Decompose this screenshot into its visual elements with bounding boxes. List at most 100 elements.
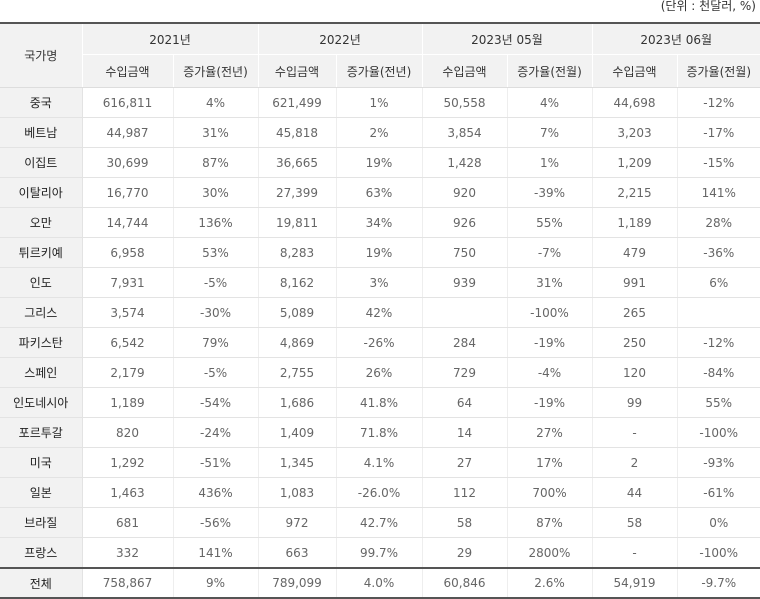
header-metric: 수입금액 (258, 54, 337, 88)
value-cell: 3,574 (82, 297, 174, 328)
value-cell: 265 (592, 297, 678, 328)
country-cell: 이탈리아 (0, 177, 83, 208)
value-cell: 2% (336, 117, 423, 148)
value-cell: 30% (173, 177, 259, 208)
header-period: 2022년 (258, 22, 423, 55)
country-cell: 프랑스 (0, 537, 83, 569)
table-row: 스페인 2,179 -5% 2,755 26% 729 -4% 120 -84% (0, 357, 760, 388)
value-cell: 2.6% (507, 567, 593, 599)
value-cell: 31% (507, 267, 593, 298)
value-cell (677, 297, 760, 328)
table-row: 베트남 44,987 31% 45,818 2% 3,854 7% 3,203 -17% (0, 117, 760, 148)
value-cell: -7% (507, 237, 593, 268)
value-cell: -24% (173, 417, 259, 448)
value-cell: 4,869 (258, 327, 337, 358)
value-cell: 19% (336, 237, 423, 268)
country-cell: 그리스 (0, 297, 83, 328)
value-cell: 55% (677, 387, 760, 418)
value-cell: 284 (422, 327, 508, 358)
value-cell: 14,744 (82, 207, 174, 238)
unit-note: (단위 : 천달러, %) (660, 0, 756, 13)
value-cell: 681 (82, 507, 174, 538)
value-cell: - (592, 417, 678, 448)
value-cell: 55% (507, 207, 593, 238)
value-cell: 26% (336, 357, 423, 388)
value-cell: 4% (173, 87, 259, 118)
country-cell: 미국 (0, 447, 83, 478)
value-cell: 1,189 (82, 387, 174, 418)
value-cell: 120 (592, 357, 678, 388)
value-cell: 141% (173, 537, 259, 569)
table-row: 일본 1,463 436% 1,083 -26.0% 112 700% 44 -61% (0, 477, 760, 508)
country-cell: 전체 (0, 567, 83, 599)
value-cell: -54% (173, 387, 259, 418)
value-cell: 1,083 (258, 477, 337, 508)
value-cell: 14 (422, 417, 508, 448)
value-cell: 28% (677, 207, 760, 238)
value-cell: 789,099 (258, 567, 337, 599)
country-cell: 일본 (0, 477, 83, 508)
value-cell: -4% (507, 357, 593, 388)
value-cell: 7,931 (82, 267, 174, 298)
country-cell: 브라질 (0, 507, 83, 538)
value-cell: 136% (173, 207, 259, 238)
value-cell: 87% (173, 147, 259, 178)
value-cell: -30% (173, 297, 259, 328)
table-row: 오만 14,744 136% 19,811 34% 926 55% 1,189 28% (0, 207, 760, 238)
value-cell: 1,428 (422, 147, 508, 178)
table-row: 이탈리아 16,770 30% 27,399 63% 920 -39% 2,215 141% (0, 177, 760, 208)
value-cell: 1,409 (258, 417, 337, 448)
country-cell: 인도네시아 (0, 387, 83, 418)
value-cell: 44,698 (592, 87, 678, 118)
value-cell: 64 (422, 387, 508, 418)
value-cell: 36,665 (258, 147, 337, 178)
value-cell: 5,089 (258, 297, 337, 328)
header-metric: 수입금액 (592, 54, 678, 88)
value-cell: 920 (422, 177, 508, 208)
table-row: 브라질 681 -56% 972 42.7% 58 87% 58 0% (0, 507, 760, 538)
value-cell: 616,811 (82, 87, 174, 118)
value-cell: 99 (592, 387, 678, 418)
value-cell: 2800% (507, 537, 593, 569)
value-cell: - (592, 537, 678, 569)
value-cell (422, 297, 508, 328)
value-cell: 4.1% (336, 447, 423, 478)
value-cell: 621,499 (258, 87, 337, 118)
table-row: 인도네시아 1,189 -54% 1,686 41.8% 64 -19% 99 55% (0, 387, 760, 418)
value-cell: 332 (82, 537, 174, 569)
value-cell: -19% (507, 387, 593, 418)
value-cell: 53% (173, 237, 259, 268)
header-country: 국가명 (0, 22, 83, 88)
value-cell: 1% (336, 87, 423, 118)
table-body: 중국 616,811 4% 621,499 1% 50,558 4% 44,698 -12% 베트… (0, 87, 760, 599)
value-cell: -56% (173, 507, 259, 538)
value-cell: 1,292 (82, 447, 174, 478)
value-cell: -26% (336, 327, 423, 358)
header-metric: 증가율(전월) (677, 54, 760, 88)
value-cell: 1,463 (82, 477, 174, 508)
total-row: 전체 758,867 9% 789,099 4.0% 60,846 2.6% 54,919 -9… (0, 567, 760, 599)
table-row: 튀르키예 6,958 53% 8,283 19% 750 -7% 479 -36% (0, 237, 760, 268)
country-cell: 파키스탄 (0, 327, 83, 358)
value-cell: 700% (507, 477, 593, 508)
value-cell: 3,203 (592, 117, 678, 148)
value-cell: 19% (336, 147, 423, 178)
import-table: 국가명 2021년 2022년 2023년 05월 2023년 06월 수입금액… (0, 22, 760, 599)
table-row: 포르투갈 820 -24% 1,409 71.8% 14 27% - -100% (0, 417, 760, 448)
header-period: 2023년 05월 (422, 22, 593, 55)
value-cell: 6,958 (82, 237, 174, 268)
value-cell: -5% (173, 267, 259, 298)
table-row: 미국 1,292 -51% 1,345 4.1% 27 17% 2 -93% (0, 447, 760, 478)
value-cell: 79% (173, 327, 259, 358)
value-cell: 44 (592, 477, 678, 508)
table-row: 파키스탄 6,542 79% 4,869 -26% 284 -19% 250 -12% (0, 327, 760, 358)
value-cell: -12% (677, 87, 760, 118)
value-cell: -93% (677, 447, 760, 478)
header-metric: 증가율(전년) (336, 54, 423, 88)
value-cell: -15% (677, 147, 760, 178)
header-row-periods: 국가명 2021년 2022년 2023년 05월 2023년 06월 (0, 22, 760, 88)
value-cell: 60,846 (422, 567, 508, 599)
value-cell: 29 (422, 537, 508, 569)
table-row: 이집트 30,699 87% 36,665 19% 1,428 1% 1,209 -15% (0, 147, 760, 178)
value-cell: 991 (592, 267, 678, 298)
